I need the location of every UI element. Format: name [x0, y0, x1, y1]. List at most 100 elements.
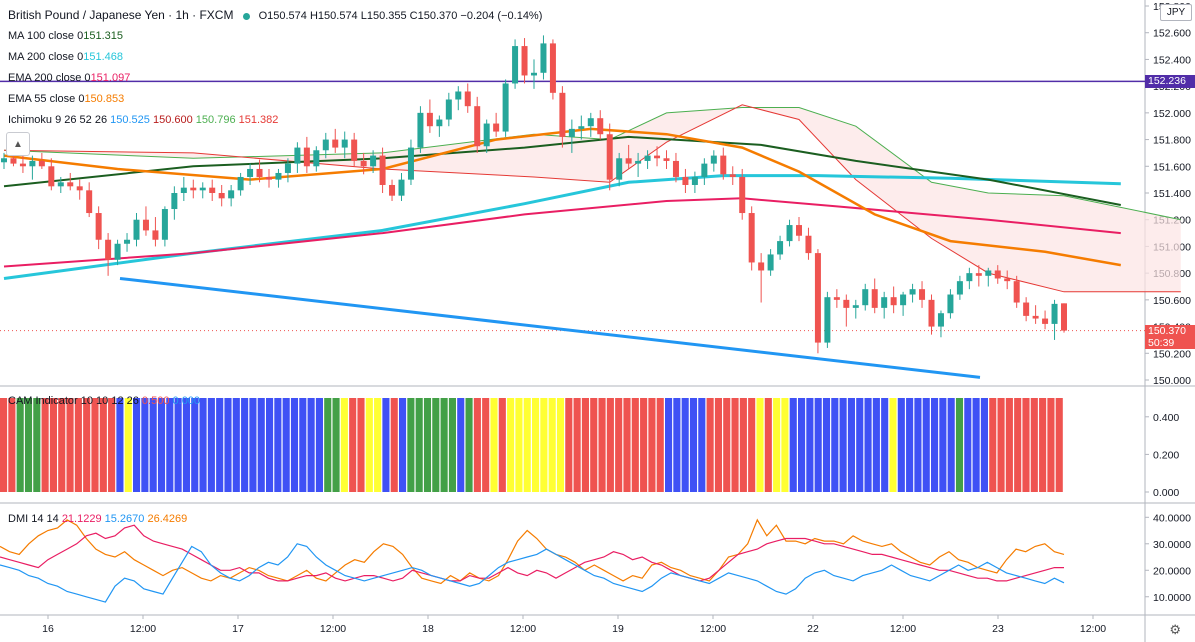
candle-body	[209, 187, 216, 193]
candle-body	[275, 172, 282, 180]
legend-ichimoku[interactable]: Ichimoku 9 26 52 26 150.525 150.600 150.…	[8, 114, 278, 127]
candle-body	[956, 281, 963, 295]
candle-body	[975, 273, 982, 276]
candle-body	[332, 139, 339, 148]
candle-body	[540, 43, 547, 73]
candle-body	[937, 313, 944, 327]
legend-value: 151.315	[83, 30, 123, 42]
legend-label: EMA 200 close 0	[8, 72, 91, 84]
candle-body	[748, 213, 755, 263]
candle-body	[426, 112, 433, 127]
cam-bar	[307, 398, 315, 492]
candle-body	[805, 235, 812, 254]
candle-body	[133, 219, 140, 240]
cam-bar	[415, 398, 423, 492]
candle-body	[483, 123, 490, 147]
legend-value: 151.468	[83, 51, 123, 63]
cam-bar	[839, 398, 847, 492]
legend-cam[interactable]: CAM Indicator 10 10 12 26 0.500 0.000	[8, 395, 200, 408]
candle-body	[322, 139, 329, 151]
candle-body	[777, 241, 784, 255]
candle-body	[161, 209, 168, 240]
candle-body	[843, 299, 850, 308]
price-tick-label: 151.600	[1153, 161, 1191, 173]
candle-body	[1051, 303, 1058, 324]
legend-ma200[interactable]: MA 200 close 0151.468	[8, 51, 123, 64]
candle-body	[767, 254, 774, 271]
live-dot-icon	[242, 12, 250, 20]
legend-ma100[interactable]: MA 100 close 0151.315	[8, 30, 123, 43]
candle-body	[852, 305, 859, 308]
cam-bar	[357, 398, 365, 492]
candle-body	[152, 230, 159, 240]
candle-body	[10, 158, 17, 164]
legend-value: 150.796	[195, 114, 236, 126]
cam-bar	[1055, 398, 1063, 492]
cam-bar	[831, 398, 839, 492]
cam-bar	[216, 398, 224, 492]
dmi-plus-line	[0, 518, 1065, 585]
candle-body	[701, 163, 708, 177]
currency-badge[interactable]: JPY	[1160, 4, 1192, 21]
price-tick-label: 151.400	[1153, 188, 1191, 200]
cam-bar	[822, 398, 831, 492]
candle-body	[142, 219, 149, 231]
candle-body	[985, 270, 992, 276]
collapse-legend-button[interactable]: ▲	[6, 132, 30, 156]
legend-ema55[interactable]: EMA 55 close 0150.853	[8, 93, 124, 106]
cam-bar	[698, 398, 706, 492]
legend-label: CAM Indicator 10 10 12 26	[8, 395, 139, 407]
candle-body	[247, 168, 254, 177]
legend-label: Ichimoku 9 26 52 26	[8, 114, 108, 126]
cam-bar	[390, 398, 398, 492]
price-tick-label: 150.600	[1153, 295, 1191, 307]
cam-bar	[748, 398, 756, 492]
cam-bar	[947, 398, 955, 492]
candle-body	[597, 118, 604, 135]
price-tick-label: 152.000	[1153, 108, 1191, 120]
candle-body	[19, 163, 26, 167]
cam-bar	[939, 398, 947, 492]
candle-body	[710, 155, 717, 164]
cam-bar	[207, 398, 215, 492]
cam-bar	[565, 398, 573, 492]
countdown-label: 50:39	[1148, 337, 1175, 349]
cam-bar	[731, 398, 739, 492]
candle-body	[994, 270, 1001, 279]
cam-bar	[498, 398, 506, 492]
cam-bar	[149, 398, 157, 492]
candle-body	[824, 297, 831, 343]
symbol-title[interactable]: British Pound / Japanese Yen · 1h · FXCM	[8, 8, 234, 22]
gear-icon[interactable]: ⚙	[1169, 622, 1181, 637]
cam-bar	[91, 398, 99, 492]
legend-dmi[interactable]: DMI 14 14 21.1229 15.2670 26.4269	[8, 513, 187, 526]
legend-label: DMI 14 14	[8, 513, 59, 525]
legend-ema200[interactable]: EMA 200 close 0151.097	[8, 72, 130, 85]
legend-value: 26.4269	[147, 513, 188, 525]
ichimoku-cloud	[4, 104, 1181, 292]
cam-bar	[315, 398, 323, 492]
cam-bar	[224, 398, 232, 492]
cam-bar	[648, 398, 656, 492]
cam-bar	[1014, 398, 1022, 492]
cam-bar	[673, 398, 681, 492]
legend-label: MA 100 close 0	[8, 30, 84, 42]
last-price-badge: 150.370 50:39	[1145, 325, 1195, 349]
cam-bar	[606, 398, 614, 492]
cam-bar	[282, 398, 290, 492]
cam-bar	[432, 398, 440, 492]
cam-bar	[515, 398, 523, 492]
cam-bar	[1039, 398, 1047, 492]
cam-bar	[249, 398, 257, 492]
candle-body	[881, 297, 888, 308]
cam-bar	[972, 398, 980, 492]
cam-bar	[340, 398, 348, 492]
cam-bar	[864, 398, 872, 492]
candle-body	[578, 126, 585, 129]
cam-bar	[955, 398, 964, 492]
candle-body	[1023, 302, 1030, 316]
cam-bar	[274, 398, 282, 492]
cam-bar	[58, 398, 66, 492]
